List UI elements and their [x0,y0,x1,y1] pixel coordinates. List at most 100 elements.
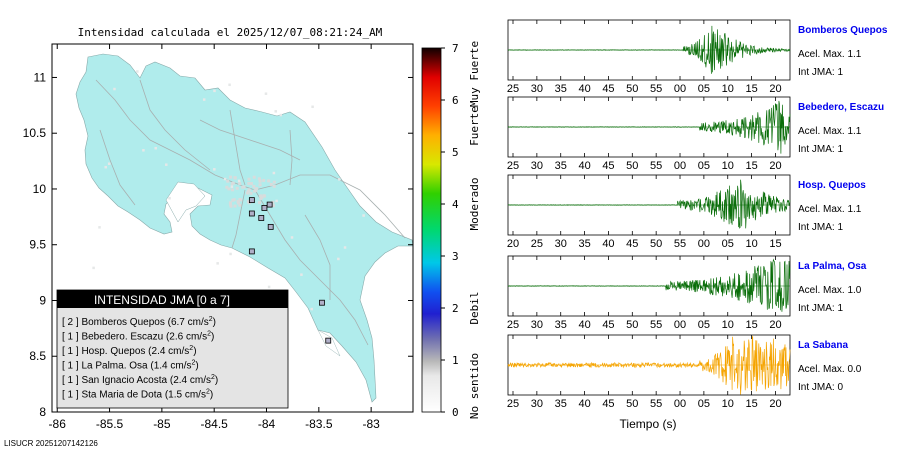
town-dot [272,184,276,188]
road [229,109,246,186]
legend-item-accel: (2.4 cm/s [148,346,189,357]
town-dot [231,188,235,192]
map-x-tick-label: -83.5 [305,417,333,431]
waveform-x-tick-label: 25 [531,238,543,250]
waveform-x-tick-label: 40 [578,160,590,172]
colorbar-tick-label: 2 [452,302,459,315]
waveform-panel: 25 30 35 40 45 50 55 00 05 10 15 20 [507,96,791,172]
station-name: Bomberos Quepos [798,25,888,36]
waveform-x-tick-label: 05 [698,398,710,410]
town-dot [252,184,256,188]
legend-item-accel: (1.5 cm/s [165,390,206,401]
station-name: Hosp. Quepos [798,180,866,191]
town-dot [271,204,275,208]
waveform-x-tick-label: 35 [555,160,567,172]
legend-item: [ 1 ] Sta Maria de Dota (1.5 cm/s2) [62,389,213,401]
station-marker [248,210,255,217]
waveform-x-tick-label: 50 [626,83,638,95]
waveform-x-tick-label: 05 [722,238,734,250]
map-x-tick-label: -85 [153,417,171,431]
colorbar-scale [421,47,442,413]
legend-item-close: ) [210,390,213,401]
town-dot [228,83,231,87]
station-accel: Acel. Max. 1.1 [798,49,862,60]
town-dot [226,179,230,183]
map-y-tick-label: 9 [39,293,46,307]
town-dot [362,214,365,217]
town-dot [279,113,283,117]
legend-item-accel: (2.4 cm/s [170,375,211,386]
town-dot [230,185,234,188]
colorbar: 0 1 2 3 4 5 6 7 No sentido Debil Moderado FuerteMu… [421,41,481,419]
road [95,79,256,191]
waveform-x-tick-label: 10 [722,160,734,172]
town-dot [275,199,278,203]
footer-id: LISUCR 20251207142126 [4,439,98,448]
station-jma: Int JMA: 1 [798,67,843,78]
legend-item-name: La Palma. Osa [81,361,150,372]
town-dot [274,110,277,113]
station-name: La Sabana [798,340,848,351]
road [199,119,301,161]
station-marker [258,215,265,221]
waveform-trace [507,258,791,312]
intensity-legend: INTENSIDAD JMA [0 a 7] [ 2 ] Bomberos Qu… [56,289,289,409]
legend-item-sup: 2 [192,360,196,367]
town-dot [113,87,116,91]
colorbar-tick-label: 7 [452,42,459,55]
town-dot [272,180,276,184]
town-dot [136,70,139,73]
station-accel: Acel. Max. 1.1 [798,204,862,215]
legend-item-sup: 2 [189,345,193,352]
legend-item-intensity: [ 1 ] [62,375,81,386]
town-dot [202,98,206,101]
gulf-of-nicoya [165,181,206,223]
legend-item-intensity: [ 1 ] [62,361,81,372]
town-dot [154,146,157,150]
legend-header: INTENSIDAD JMA [0 a 7] [94,293,230,307]
map-x-tick-label: -84.5 [201,417,229,431]
waveform-x-tick-label: 05 [698,160,710,172]
legend-item-sup: 2 [207,331,211,338]
legend-item: [ 1 ] Bebedero. Escazu (2.6 cm/s2) [62,331,214,343]
map-y-tick-label: 9.5 [29,238,46,252]
legend-box [56,289,289,409]
town-dot [262,194,266,198]
town-dot [228,202,232,206]
station-marker [267,223,274,230]
town-dot [238,197,242,201]
town-dot [245,191,249,195]
legend-item-intensity: [ 2 ] [62,317,81,328]
waveform-x-tick-label: 20 [507,238,519,250]
map-title: Intensidad calculada el 2025/12/07_08:21… [78,26,383,39]
waveform-x-tick-label: 50 [650,238,662,250]
waveform-x-tick-label: 45 [602,398,614,410]
waveform-x-tick-label: 20 [769,398,781,410]
town-dot [107,162,111,165]
town-dot [272,171,276,175]
town-dot [260,195,264,199]
waveform-x-tick-label: 45 [602,160,614,172]
legend-item-name: Bomberos Quepos [81,317,167,328]
waveform-trace [507,335,791,395]
colorbar-tick-label: 1 [452,354,459,367]
legend-item-close: ) [195,361,198,372]
station-markers [248,197,332,344]
colorbar-label: No sentido [468,353,481,419]
station-marker [248,248,255,255]
station-marker [248,197,255,204]
waveform-panel: 25 30 35 40 45 50 55 00 05 10 15 20 [507,19,791,95]
town-dot [338,178,341,181]
town-dot [229,204,233,208]
town-dot [231,181,235,185]
waveform-x-tick-label: 00 [674,160,686,172]
waveform-x-tick-label: 15 [745,319,757,331]
colorbar-ticks: 0 1 2 3 4 5 6 7 [441,42,459,419]
town-dot [311,105,314,109]
legend-item-sup: 2 [211,374,215,381]
waveform-trace [507,179,791,229]
station-name: La Palma, Osa [798,261,867,272]
waveform-x-tick-label: 10 [722,83,734,95]
legend-item-close: ) [211,332,214,343]
legend-item-sup: 2 [206,389,210,396]
